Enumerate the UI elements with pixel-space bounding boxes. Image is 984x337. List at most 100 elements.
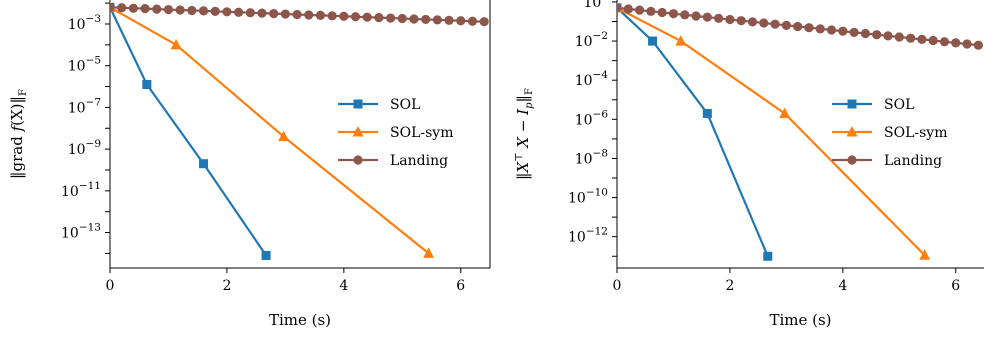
data-point-landing <box>736 16 746 26</box>
data-point-landing <box>951 38 961 48</box>
data-point-sol-sym <box>423 247 435 258</box>
data-point-landing <box>770 19 780 29</box>
data-point-landing <box>421 14 431 25</box>
data-point-landing <box>962 39 972 49</box>
data-point-landing <box>152 4 162 14</box>
y-tick-label: 10−13 <box>61 222 101 242</box>
data-point-landing <box>849 27 859 37</box>
data-point-sol-sym <box>170 38 182 50</box>
data-point-landing <box>140 4 150 14</box>
data-point-landing <box>781 20 791 30</box>
y-tick-label: 10−2 <box>575 30 608 50</box>
x-tick-label: 0 <box>613 278 622 294</box>
chart-orthogonality-error: 0 2 4 6 10−12 10−10 10−8 10−6 10−4 10−2 100 Time (s… <box>514 0 984 329</box>
data-point-landing <box>680 10 690 20</box>
legend-label: SOL-sym <box>390 125 453 141</box>
data-point-sol <box>702 108 712 118</box>
data-point-sol-sym <box>779 107 791 118</box>
legend-marker <box>846 126 858 137</box>
series-line-sol <box>617 7 769 257</box>
legend-marker <box>847 155 857 165</box>
data-point-landing <box>315 10 326 20</box>
data-point-landing <box>917 34 927 44</box>
data-point-landing <box>117 3 127 13</box>
y-tick-label: 10−3 <box>68 13 101 33</box>
data-point-landing <box>747 17 758 27</box>
legend-label: SOL-sym <box>884 125 947 141</box>
data-point-landing <box>362 12 372 22</box>
data-point-landing <box>245 8 255 18</box>
data-point-landing <box>432 15 442 25</box>
data-point-landing <box>110 2 115 12</box>
data-point-sol-sym <box>919 249 931 260</box>
x-tick-label: 0 <box>106 278 115 294</box>
plot-area <box>110 1 489 260</box>
data-point-landing <box>350 12 361 22</box>
data-point-landing <box>623 4 633 14</box>
x-tick-label: 6 <box>456 278 465 294</box>
y-tick-label: 10−8 <box>575 147 608 167</box>
y-tick-label: 10−6 <box>575 108 609 128</box>
legend-label: Landing <box>884 153 942 169</box>
x-tick-label: 2 <box>222 278 231 294</box>
data-point-landing <box>374 13 384 23</box>
data-point-landing <box>826 25 837 35</box>
y-tick-label: 10−9 <box>68 138 101 158</box>
data-point-landing <box>128 3 138 13</box>
y-axis-title: ‖X⊤ X − Ip‖F <box>514 88 535 180</box>
data-point-landing <box>280 9 290 19</box>
data-point-sol <box>261 250 271 260</box>
data-point-landing <box>634 5 645 15</box>
x-tick-label: 6 <box>951 278 960 294</box>
x-axis-title: Time (s) <box>269 311 331 329</box>
y-tick-label: 10−5 <box>68 55 101 75</box>
data-point-landing <box>444 15 454 25</box>
data-point-landing <box>257 8 267 18</box>
legend-marker <box>353 99 363 109</box>
y-axis-title: ‖grad f(X)‖F <box>8 89 29 179</box>
data-point-landing <box>339 11 349 21</box>
data-point-landing <box>973 40 983 50</box>
data-point-landing <box>163 4 174 15</box>
data-point-landing <box>894 32 904 42</box>
data-point-landing <box>939 37 950 47</box>
y-tick-label: 10−4 <box>575 69 609 89</box>
data-point-landing <box>327 11 337 21</box>
data-point-landing <box>725 14 735 25</box>
x-tick-label: 4 <box>838 278 847 294</box>
data-point-landing <box>187 5 197 16</box>
data-point-landing <box>702 12 712 22</box>
data-point-landing <box>759 18 769 28</box>
data-point-landing <box>234 7 244 17</box>
data-point-landing <box>657 7 667 18</box>
data-point-landing <box>668 9 679 19</box>
chart-gradient-norm: 0 2 4 6 10−13 10−11 10−9 10−7 10−5 10−3 Time (s) ‖g… <box>8 0 491 329</box>
y-tick-label: 10−7 <box>68 96 101 116</box>
legend-label: SOL <box>884 97 914 113</box>
data-point-landing <box>883 31 893 41</box>
data-point-landing <box>304 10 314 20</box>
y-tick-label: 10−12 <box>568 226 608 246</box>
data-point-sol-sym <box>278 130 290 142</box>
legend-label: SOL <box>390 97 420 113</box>
data-point-landing <box>906 33 916 43</box>
data-point-landing <box>617 3 622 13</box>
data-point-landing <box>269 8 279 19</box>
data-point-landing <box>479 17 489 27</box>
data-point-sol <box>199 159 209 169</box>
data-point-landing <box>872 30 882 40</box>
data-point-landing <box>456 16 466 26</box>
legend-marker <box>847 99 857 109</box>
data-point-sol <box>648 36 658 46</box>
data-point-sol <box>142 79 152 89</box>
data-point-landing <box>198 6 209 16</box>
data-point-landing <box>397 13 407 24</box>
data-point-landing <box>292 9 302 20</box>
data-point-landing <box>691 11 701 21</box>
data-point-landing <box>714 13 724 23</box>
y-tick-label: 100 <box>583 0 608 11</box>
legend-marker <box>353 155 363 165</box>
data-point-landing <box>804 23 814 33</box>
data-point-landing <box>793 21 803 32</box>
